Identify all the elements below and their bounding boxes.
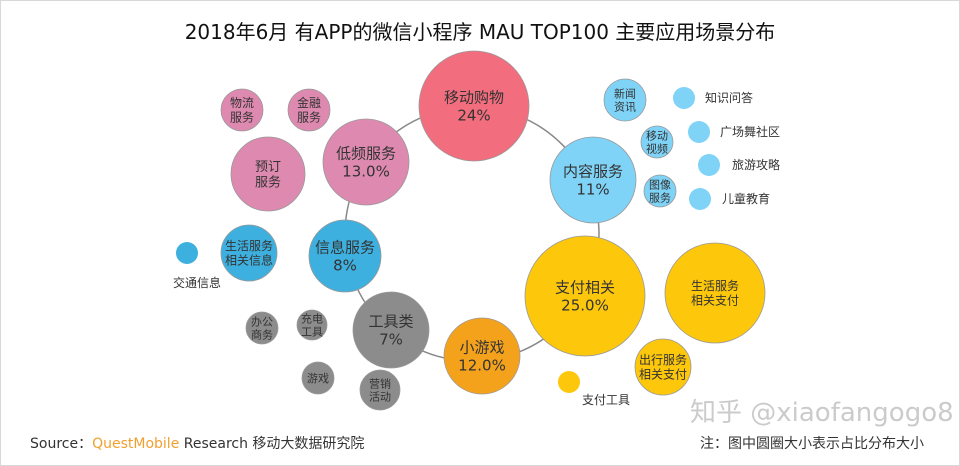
dot-label: 旅游攻略 <box>732 157 780 172</box>
source-prefix: Source： <box>30 436 93 452</box>
main-bubble-label: 8% <box>333 256 357 274</box>
dot-circle <box>689 188 711 210</box>
sub-bubble-label: 视频 <box>646 142 668 156</box>
main-bubble-circle <box>418 50 530 162</box>
sub-bubble-circle <box>634 338 692 396</box>
main-bubble-label: 小游戏 <box>459 338 504 356</box>
dot-label: 知识问答 <box>705 90 753 105</box>
sub-bubble-label: 资讯 <box>614 101 636 114</box>
sub-bubble-label: 移动 <box>646 129 668 142</box>
sub-bubble-label: 服务 <box>649 192 671 205</box>
dot-circle <box>673 87 695 109</box>
sub-bubble-label: 服务 <box>230 110 254 125</box>
watermark: 知乎 @xiaofangogo8 <box>690 398 954 428</box>
sub-bubble-label: 金融 <box>297 95 321 110</box>
sub-bubble-circle <box>301 361 335 395</box>
sub-bubble-label: 出行服务 <box>639 352 687 367</box>
page-title: 2018年6月 有APP的微信小程序 MAU TOP100 主要应用场景分布 <box>184 20 776 44</box>
main-bubble-label: 25.0% <box>561 296 609 314</box>
sub-bubble-label: 充电 <box>301 311 323 325</box>
sub-bubble-label: 新闻 <box>614 86 636 100</box>
sub-bubble-label: 游戏 <box>307 372 329 385</box>
main-bubble-label: 13.0% <box>342 162 390 180</box>
main-bubble-circle <box>308 219 382 293</box>
dot-circle <box>688 121 710 143</box>
dot-circle <box>176 242 198 264</box>
source-line: Source：QuestMobile Research 移动大数据研究院 <box>30 433 364 453</box>
main-bubble-label: 支付相关 <box>555 278 615 296</box>
main-bubble-label: 内容服务 <box>563 162 623 180</box>
sub-bubble-label: 图像 <box>649 178 671 191</box>
dot-label: 儿童教育 <box>722 191 770 206</box>
main-bubble-label: 7% <box>379 330 403 348</box>
sub-bubble-label: 物流 <box>230 96 254 110</box>
sub-bubble-label: 活动 <box>369 391 391 404</box>
sub-bubble-circle <box>287 88 331 132</box>
sub-bubble-circle <box>643 174 677 208</box>
sub-bubble-circle <box>664 242 766 344</box>
sub-bubble-label: 工具 <box>301 326 323 339</box>
main-bubble-circle <box>443 317 521 395</box>
main-bubble-circle <box>524 235 646 357</box>
dot-circle <box>698 154 720 176</box>
source-brand: QuestMobile <box>92 436 180 452</box>
source-suffix: Research 移动大数据研究院 <box>179 436 365 452</box>
sub-bubble-label: 相关支付 <box>639 368 687 382</box>
dot-circle <box>558 371 580 393</box>
main-bubble-label: 低频服务 <box>336 144 396 162</box>
sub-bubble-circle <box>245 311 279 345</box>
sub-bubble-label: 生活服务 <box>691 278 739 293</box>
main-bubble-label: 信息服务 <box>315 238 375 256</box>
sub-bubble-circle <box>220 88 264 132</box>
sub-bubble-circle <box>640 125 674 159</box>
sub-bubble-circle <box>296 309 328 341</box>
sub-bubble-label: 办公 <box>251 315 273 328</box>
main-bubble-label: 工具类 <box>368 312 413 330</box>
main-bubble-label: 12.0% <box>458 356 506 374</box>
main-bubble-label: 24% <box>457 106 490 124</box>
dot-label: 支付工具 <box>582 393 630 407</box>
sub-bubble-label: 服务 <box>297 110 321 125</box>
sub-bubble-circle <box>220 224 278 282</box>
sub-bubble-circle <box>230 136 306 212</box>
sub-bubble-label: 商务 <box>251 328 273 342</box>
main-bubble-circle <box>549 136 637 224</box>
sub-bubble-label: 营销 <box>369 376 391 390</box>
dot-label: 广场舞社区 <box>720 124 780 139</box>
dot-label: 交通信息 <box>173 275 221 290</box>
main-bubble-label: 11% <box>576 180 609 198</box>
sub-bubble-label: 相关支付 <box>691 294 739 308</box>
sub-bubble-label: 服务 <box>255 174 281 190</box>
sub-bubble-label: 生活服务 <box>225 238 273 253</box>
main-bubble-circle <box>322 118 410 206</box>
sub-bubble-label: 预订 <box>255 160 281 175</box>
sub-bubble-label: 相关信息 <box>225 253 273 268</box>
sub-bubble-circle <box>603 78 647 122</box>
sub-bubble-circle <box>359 369 401 411</box>
main-bubble-circle <box>352 291 430 369</box>
main-bubble-label: 移动购物 <box>444 88 504 106</box>
note: 注：图中圆圈大小表示占比分布大小 <box>700 436 924 452</box>
